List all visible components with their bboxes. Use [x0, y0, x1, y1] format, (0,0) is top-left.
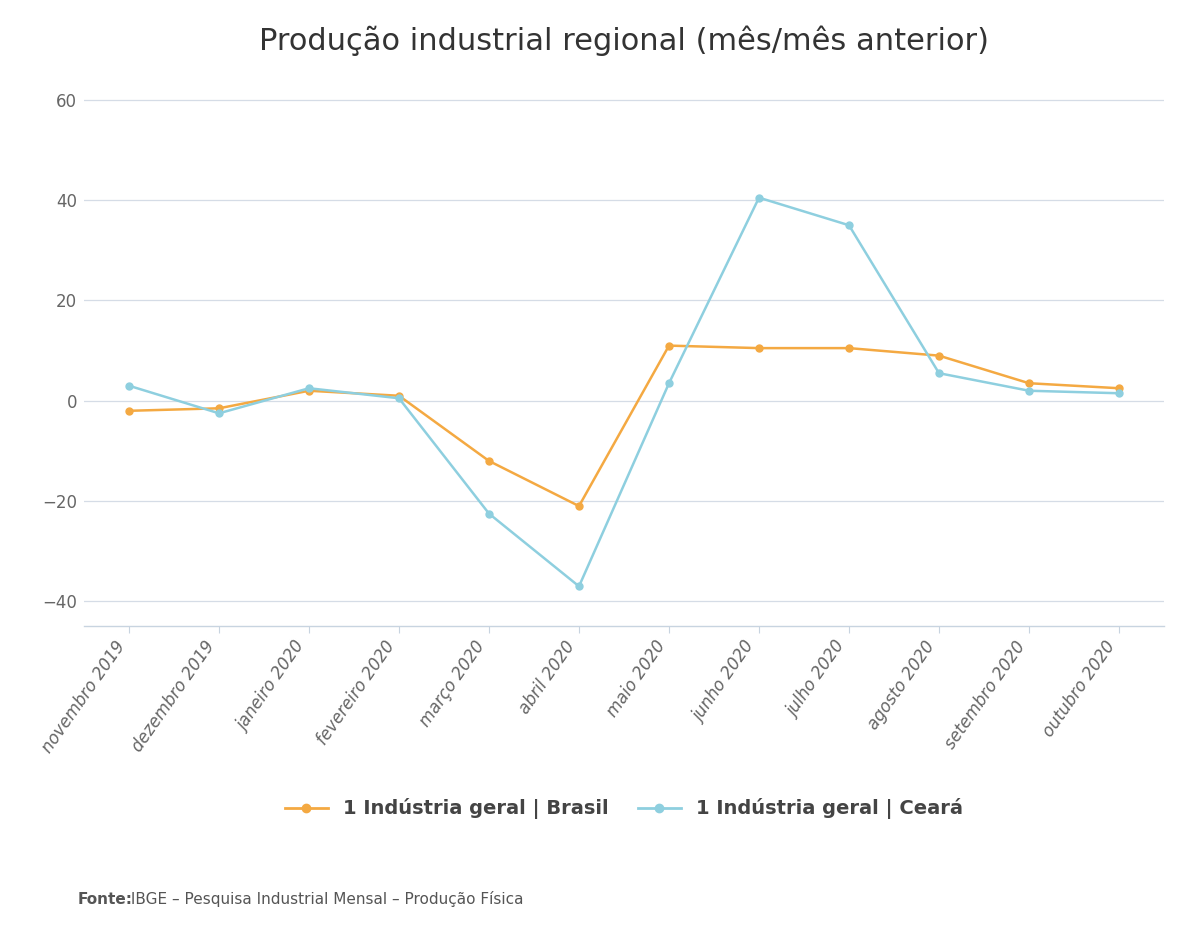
Text: Fonte:: Fonte: [78, 892, 133, 907]
Title: Produção industrial regional (mês/mês anterior): Produção industrial regional (mês/mês an… [259, 25, 989, 56]
Text: IBGE – Pesquisa Industrial Mensal – Produção Física: IBGE – Pesquisa Industrial Mensal – Prod… [126, 891, 523, 907]
Legend: 1 Indústria geral | Brasil, 1 Indústria geral | Ceará: 1 Indústria geral | Brasil, 1 Indústria … [277, 791, 971, 827]
